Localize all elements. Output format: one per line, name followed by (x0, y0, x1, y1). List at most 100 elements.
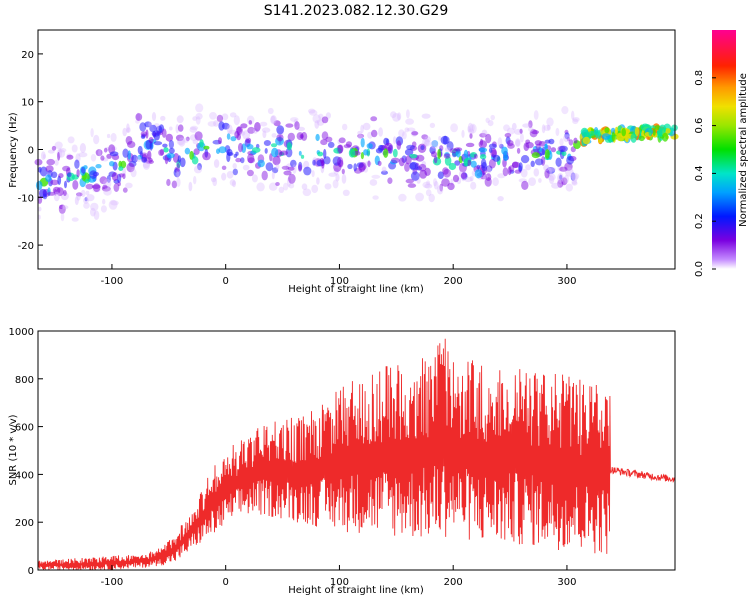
snr-y-tick-label: 400 (15, 470, 34, 481)
spectrogram-cell (571, 179, 578, 185)
spectrogram-cell (507, 140, 514, 147)
spectrogram-cell (369, 179, 378, 186)
spectrogram-x-tick-label: 0 (223, 276, 229, 287)
spectrogram-cell (447, 182, 455, 191)
spectrogram-cell (512, 161, 521, 168)
spectrogram-cell (543, 124, 551, 132)
spectrogram-cell (298, 150, 302, 156)
spectrogram-cell (478, 147, 488, 153)
spectrogram-cell (139, 122, 147, 132)
spectrogram-cell (302, 188, 312, 197)
spectrogram-cell (190, 125, 199, 131)
spectrogram-cell (66, 154, 74, 160)
spectrogram-cell (239, 131, 246, 136)
spectrogram-cell (90, 207, 96, 217)
spectrogram-cell (405, 178, 414, 184)
spectrogram-cell (597, 131, 602, 140)
spectrogram-cell (62, 165, 71, 172)
spectrogram-cell (422, 181, 431, 189)
spectrogram-cell (83, 165, 88, 170)
spectrogram-cell (118, 166, 124, 172)
spectrogram-cell (202, 151, 211, 161)
spectrogram-cell (193, 176, 197, 185)
spectrogram-cell (272, 167, 279, 174)
spectrogram-cell (264, 148, 268, 154)
spectrogram-cell (109, 161, 115, 167)
spectrogram-cell (547, 173, 556, 181)
spectrogram-x-tick-label: -100 (101, 276, 124, 287)
spectrogram-cell (422, 138, 430, 147)
spectrogram-cell (531, 152, 540, 159)
spectrogram-cell (247, 126, 256, 134)
spectrogram-cell (342, 189, 350, 196)
spectrogram-cell (409, 161, 419, 171)
spectrogram-cell (262, 130, 267, 139)
spectrogram-cell (497, 173, 506, 179)
spectrogram-cell (185, 136, 190, 142)
snr-x-tick-label: -100 (101, 577, 124, 588)
spectrogram-cell (45, 174, 52, 182)
spectrogram-cell (297, 126, 305, 132)
spectrogram-cell (415, 192, 424, 202)
spectrogram-cell (433, 155, 438, 164)
spectrogram-cell (175, 134, 184, 141)
spectrogram-cell (424, 167, 431, 176)
spectrogram-cell (463, 176, 473, 183)
spectrogram-cell (371, 129, 378, 138)
spectrogram-cell (446, 141, 454, 151)
spectrogram-cell (341, 174, 347, 184)
spectrogram-cell (92, 171, 100, 177)
spectrogram-cell (364, 161, 372, 166)
spectrogram-cell (226, 171, 234, 179)
spectrogram-cell (665, 128, 671, 134)
spectrogram-cell (507, 143, 515, 149)
spectrogram-cell (454, 147, 463, 152)
spectrogram-cell (216, 148, 220, 154)
spectrogram-cell (357, 133, 365, 139)
spectrogram-cell (486, 165, 492, 174)
spectrogram-cell (71, 144, 78, 153)
spectrogram-cell (337, 156, 344, 167)
spectrogram-cell (149, 124, 157, 133)
spectrogram-cell (46, 191, 56, 196)
spectrogram-cell (233, 115, 240, 126)
spectrogram-cell (267, 107, 274, 115)
spectrogram-cell (151, 112, 157, 121)
spectrogram-cell (392, 148, 398, 158)
spectrogram-cell (294, 121, 300, 130)
spectrogram-cell (226, 124, 233, 135)
spectrogram-cell (467, 126, 471, 133)
spectrogram-cell (246, 115, 255, 125)
spectrogram-cell (232, 168, 238, 176)
spectrogram-cell (91, 184, 101, 189)
spectrogram-cell (251, 147, 261, 153)
spectrogram-cell (551, 182, 561, 189)
spectrogram-cell (483, 174, 489, 179)
spectrogram-cell (572, 117, 580, 122)
spectrogram-cell (561, 177, 568, 186)
spectrogram-cell (242, 164, 250, 171)
spectrogram-cell (438, 136, 442, 141)
spectrogram-cell (58, 148, 63, 158)
spectrogram-cell (312, 159, 316, 166)
spectrogram-cell (492, 154, 501, 162)
spectrogram-cell (285, 123, 294, 128)
spectrogram-cell (286, 142, 292, 151)
spectrogram-cell (39, 166, 48, 177)
spectrogram-cell (84, 178, 90, 184)
spectrogram-cell (492, 177, 499, 187)
spectrogram-cell (481, 161, 488, 172)
spectrogram-cell (169, 126, 173, 131)
spectrogram-cell (288, 173, 296, 184)
spectrogram-cell (303, 166, 312, 176)
spectrogram-cell (381, 170, 388, 175)
spectrogram-cell (572, 118, 579, 125)
colorbar-tick-label: 0.0 (694, 261, 705, 277)
spectrogram-cell (442, 135, 448, 145)
spectrogram-cell (402, 131, 407, 140)
spectrogram-cell (652, 128, 656, 136)
spectrogram-cell (158, 124, 165, 133)
spectrogram-cell (171, 180, 178, 189)
spectrogram-cell (425, 189, 432, 197)
